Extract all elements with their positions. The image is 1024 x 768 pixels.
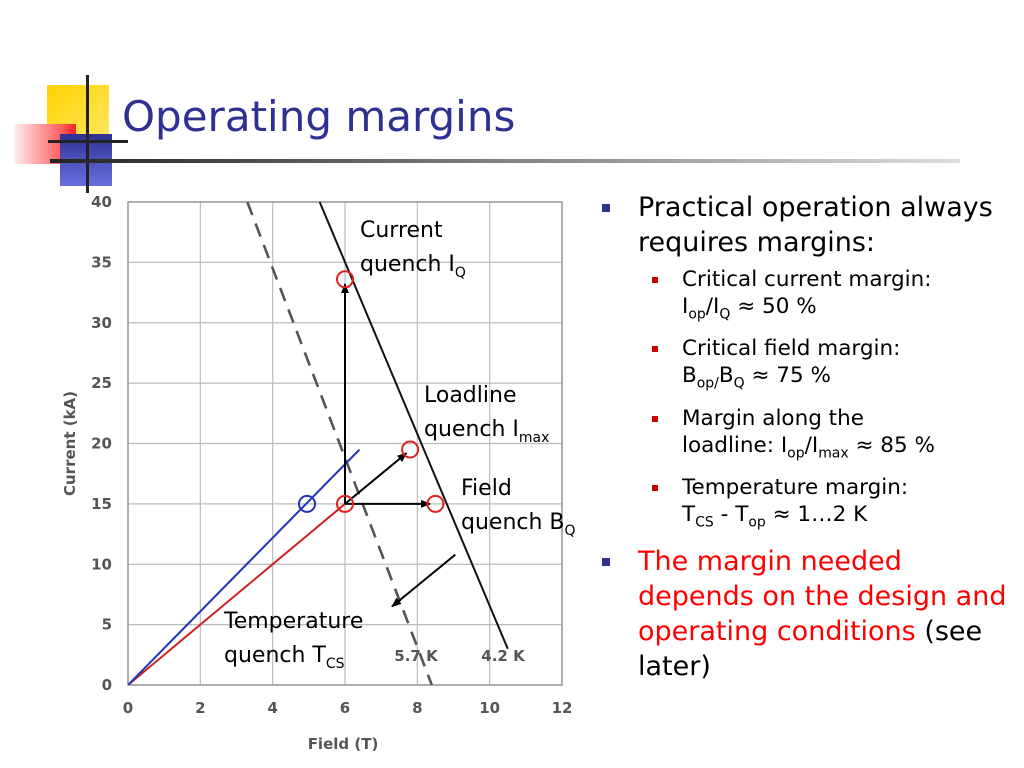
sub-bullet-tail: ≈ 1…2 K <box>765 501 868 527</box>
sub-bullet-b: /I <box>705 294 720 319</box>
sub-bullet-b: B <box>718 363 734 389</box>
margin-arrow <box>344 452 408 505</box>
x-tick-label: 10 <box>479 699 500 717</box>
sub-bullet-a-sub: op/ <box>696 375 719 392</box>
square-bullet-icon <box>602 558 610 567</box>
y-tick-label: 5 <box>102 616 112 634</box>
operating-point-marker <box>336 494 354 513</box>
y-tick-label: 0 <box>102 676 112 694</box>
annotation-text: Loadline <box>424 383 516 408</box>
sub-bullet-a-sub: CS <box>695 514 714 531</box>
sub-bullet-a: T <box>682 501 696 527</box>
operating-point-marker <box>401 440 420 459</box>
y-tick-label: 25 <box>91 374 112 392</box>
x-tick-label: 8 <box>412 699 422 717</box>
y-tick-label: 20 <box>91 435 112 453</box>
bullet-practical-operation: Practical operation always requires marg… <box>600 190 1010 260</box>
loadline-2 <box>128 503 346 685</box>
decor-horizontal-rule <box>48 140 128 143</box>
loadline-3 <box>128 448 361 685</box>
x-tick-label: 6 <box>340 699 350 717</box>
sub-bullet-line1: Critical field margin: <box>682 336 901 362</box>
sub-bullet-b-sub: Q <box>719 306 731 323</box>
margin-arrow <box>391 553 456 608</box>
y-tick-label: 35 <box>91 253 112 271</box>
x-tick-label: 0 <box>123 699 133 717</box>
slide-title: Operating margins <box>122 92 516 141</box>
annotation-text: quench TCS <box>224 643 345 672</box>
square-bullet-icon <box>652 484 658 491</box>
sub-bullet-tail: ≈ 50 % <box>730 294 817 319</box>
sub-bullet-temperature-margin: Temperature margin: TCS - Top ≈ 1…2 K <box>600 474 1010 536</box>
sub-bullet-b-sub: max <box>818 444 849 461</box>
curve-label: 4.2 K <box>481 647 526 665</box>
bullet-list: Practical operation always requires marg… <box>600 190 1010 690</box>
annotation-text: Temperature <box>223 609 363 634</box>
sub-bullet-field-margin: Critical field margin: Bop/BQ ≈ 75 % <box>600 335 1010 397</box>
annotation-text: quench BQ <box>461 510 576 539</box>
sub-bullet-a: I <box>682 294 689 319</box>
operating-point-marker <box>298 494 317 513</box>
sub-bullet-b: - T <box>713 501 749 527</box>
sub-bullet-b-sub: Q <box>733 375 745 392</box>
y-axis-label: Current (kA) <box>61 391 79 496</box>
y-tick-label: 15 <box>91 495 112 513</box>
sub-bullet-line1: Margin along the <box>682 405 864 431</box>
annotation-text: quench IQ <box>360 252 466 281</box>
decor-vertical-rule <box>86 75 89 193</box>
sub-bullet-line1: Critical current margin: <box>682 267 932 292</box>
square-bullet-icon <box>652 277 658 283</box>
operating-point-marker <box>426 494 445 513</box>
x-tick-label: 4 <box>267 699 277 717</box>
series-line-5-7-K <box>246 202 434 685</box>
chart-svg: 0 2 4 6 8 10 12 0 5 10 15 20 25 30 35 40 Field (T) Curren… <box>61 193 576 753</box>
sub-bullet-a: B <box>682 363 697 389</box>
square-bullet-icon <box>602 204 610 212</box>
annotation-subscript: CS <box>326 656 345 672</box>
sub-bullet-b: /I <box>804 432 819 458</box>
y-tick-label: 10 <box>91 555 112 573</box>
annotation-text: Field <box>461 476 512 501</box>
y-tick-label: 30 <box>91 314 112 332</box>
square-bullet-icon <box>652 346 658 353</box>
operating-point-marker <box>336 270 354 289</box>
series-line-4-2-K <box>318 202 509 650</box>
annotation-text: Current <box>360 218 443 243</box>
y-tick-label: 40 <box>91 193 112 211</box>
bullet-red-text: The margin needed depends on the design … <box>638 546 1007 648</box>
sub-bullet-line1: Temperature margin: <box>682 474 909 500</box>
curve-label: 5.7 K <box>394 647 439 665</box>
bullet-black-text: (see later) <box>638 616 983 683</box>
sub-bullet-a: loadline: I <box>682 432 788 458</box>
plot-frame <box>127 201 563 686</box>
sub-bullet-current-margin: Critical current margin: Iop/IQ ≈ 50 % <box>600 266 1010 328</box>
title-divider <box>50 159 960 163</box>
sub-bullet-b-sub: op <box>748 514 766 531</box>
sub-bullet-tail: ≈ 85 % <box>848 432 935 458</box>
sub-bullet-a-sub: op <box>787 444 805 461</box>
annotation-subscript: Q <box>565 523 576 539</box>
sub-bullet-a-sub: op <box>688 306 706 323</box>
bullet-text: Practical operation always requires marg… <box>638 192 993 258</box>
square-bullet-icon <box>652 415 658 422</box>
bullet-margin-needed: The margin needed depends on the design … <box>600 544 1010 684</box>
annotation-subscript: max <box>519 430 550 446</box>
sub-bullet-tail: ≈ 75 % <box>744 363 831 389</box>
annotation-subscript: Q <box>455 265 466 281</box>
x-tick-label: 12 <box>552 699 573 717</box>
sub-bullet-loadline-margin: Margin along the loadline: Iop/Imax ≈ 85… <box>600 405 1010 467</box>
x-axis-label: Field (T) <box>308 735 379 753</box>
x-tick-label: 2 <box>195 699 205 717</box>
